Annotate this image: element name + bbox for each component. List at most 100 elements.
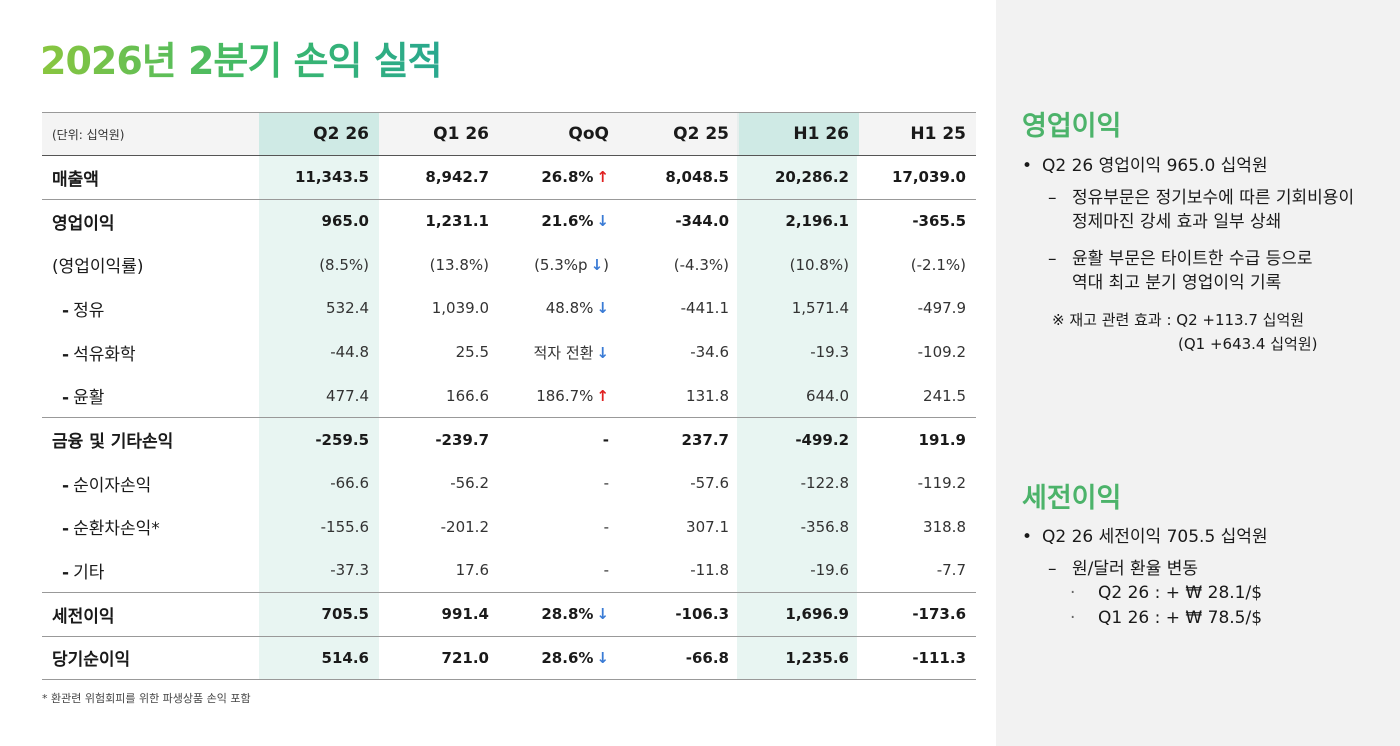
pretax-heading: 세전이익	[1022, 483, 1122, 514]
cell-value: -441.1	[680, 299, 729, 318]
cell-value: 8,942.7	[425, 168, 489, 187]
cell-value: -111.3	[912, 648, 966, 667]
table-cell: 644.0	[739, 374, 859, 418]
table-cell: 318.8	[859, 505, 976, 549]
cell-value: 1,231.1	[425, 212, 489, 231]
cell-value: 17,039.0	[891, 168, 966, 187]
col-header-qoq: QoQ	[499, 112, 619, 156]
cell-value: 644.0	[806, 386, 849, 405]
table-cell: 705.5	[259, 591, 379, 637]
arrow-down-icon: ↓	[590, 255, 604, 274]
table-row: 금융 및 기타손익 -259.5 -239.7 - 237.7 -499.2 191.9	[42, 417, 976, 462]
row-label: 매출액	[42, 156, 259, 200]
cell-value: -365.5	[912, 212, 966, 231]
cell-value: 186.7%	[536, 386, 594, 405]
table-row: (영업이익률) (8.5%) (13.8%) (5.3%p ↓) (-4.3%) (10.8…	[42, 243, 976, 287]
op-dash-lubricants: – 윤활 부문은 타이트한 수급 등으로 역대 최고 분기 영업이익 기록	[1048, 249, 1313, 293]
cell-value: 131.8	[686, 386, 729, 405]
row-label-text: 매출액	[52, 169, 99, 190]
cell-value: -173.6	[912, 605, 966, 624]
cell-value: 191.9	[918, 430, 966, 449]
table-cell: 166.6	[379, 374, 499, 418]
table-cell: -441.1	[619, 287, 739, 331]
cell-value: 1,039.0	[431, 299, 489, 318]
table-cell: 17.6	[379, 549, 499, 593]
cell-value: 307.1	[686, 517, 729, 536]
cell-value: 1,235.6	[785, 648, 849, 667]
row-label-text: 영업이익	[52, 213, 115, 234]
op-income-heading: 영업이익	[1022, 111, 1122, 142]
qoq-suffix: )	[603, 255, 609, 274]
table-cell: 8,942.7	[379, 156, 499, 200]
cell-value: -499.2	[795, 430, 849, 449]
cell-value: 1,571.4	[791, 299, 849, 318]
cell-value: 965.0	[321, 212, 369, 231]
arrow-up-icon: ↑	[596, 168, 609, 187]
table-cell: 131.8	[619, 374, 739, 418]
table-cell: -66.6	[259, 461, 379, 505]
table-cell: 514.6	[259, 635, 379, 681]
table-row: 세전이익 705.5 991.4 28.8% ↓ -106.3 1,696.9 -173.6	[42, 591, 976, 637]
arrow-down-icon: ↓	[596, 343, 609, 362]
cell-value: -	[603, 474, 609, 493]
col-header-q2-26: Q2 26	[259, 112, 379, 156]
table-cell: -66.8	[619, 635, 739, 681]
table-cell: -155.6	[259, 505, 379, 549]
cell-value: 991.4	[441, 605, 489, 624]
cell-value: 28.6%	[541, 648, 594, 667]
table-cell: 11,343.5	[259, 156, 379, 200]
cell-value: 2,196.1	[785, 212, 849, 231]
cell-value: -344.0	[675, 212, 729, 231]
sub-item-dash: -	[62, 475, 70, 496]
table-cell: 1,235.6	[739, 635, 859, 681]
table-cell: -19.6	[739, 549, 859, 593]
table-cell: -56.2	[379, 461, 499, 505]
cell-value: -19.3	[810, 343, 849, 362]
row-label: 세전이익	[42, 591, 259, 637]
row-label: - 기타	[42, 549, 259, 593]
cell-value: -34.6	[690, 343, 729, 362]
table-cell: (8.5%)	[259, 243, 379, 287]
table-cell: 1,571.4	[739, 287, 859, 331]
table-cell: -111.3	[859, 635, 976, 681]
table-cell: 2,196.1	[739, 198, 859, 243]
table-cell: 28.6% ↓	[499, 635, 619, 681]
income-table: (단위: 십억원) Q2 26 Q1 26 QoQ Q2 25 H1 26 H1…	[42, 112, 976, 681]
row-label-text: 금융 및 기타손익	[52, 432, 174, 453]
col-header-h1-26: H1 26	[739, 112, 859, 156]
inventory-note: ※ 재고 관련 효과 : Q2 +113.7 십억원 (Q1 +643.4 십억…	[1052, 311, 1318, 353]
table-cell: -239.7	[379, 417, 499, 462]
table-cell: -	[499, 505, 619, 549]
cell-value: -19.6	[810, 561, 849, 580]
table-row: - 순이자손익 -66.6 -56.2- -57.6 -122.8 -119.2	[42, 461, 976, 505]
table-cell: -344.0	[619, 198, 739, 243]
row-label: 당기순이익	[42, 635, 259, 681]
arrow-up-icon: ↑	[596, 386, 609, 405]
cell-value: -66.8	[685, 648, 729, 667]
cell-value: (-4.3%)	[673, 255, 729, 274]
table-cell: 1,231.1	[379, 198, 499, 243]
row-label-text: 순환차손익*	[73, 519, 160, 540]
cell-value: (10.8%)	[789, 255, 849, 274]
table-cell: 532.4	[259, 287, 379, 331]
table-cell: 307.1	[619, 505, 739, 549]
table-cell: 21.6% ↓	[499, 198, 619, 243]
cell-value: -57.6	[690, 474, 729, 493]
table-cell: 186.7% ↑	[499, 374, 619, 418]
cell-value: (13.8%)	[429, 255, 489, 274]
cell-value: 적자 전환	[533, 343, 594, 362]
cell-value: -259.5	[315, 430, 369, 449]
table-row: - 석유화학 -44.8 25.5 적자 전환 ↓ -34.6 -19.3 -109.2	[42, 330, 976, 374]
cell-value: (-2.1%)	[910, 255, 966, 274]
footnote: * 환관련 위험회피를 위한 파생상품 손익 포함	[42, 692, 251, 705]
table-cell: 1,696.9	[739, 591, 859, 637]
row-label: - 정유	[42, 287, 259, 331]
table-cell: -7.7	[859, 549, 976, 593]
table-cell: -	[499, 417, 619, 462]
row-label: 영업이익	[42, 198, 259, 243]
cell-value: -356.8	[800, 517, 849, 536]
row-label: 금융 및 기타손익	[42, 417, 259, 462]
table-cell: -365.5	[859, 198, 976, 243]
cell-value: -	[602, 430, 609, 449]
table-cell: 241.5	[859, 374, 976, 418]
